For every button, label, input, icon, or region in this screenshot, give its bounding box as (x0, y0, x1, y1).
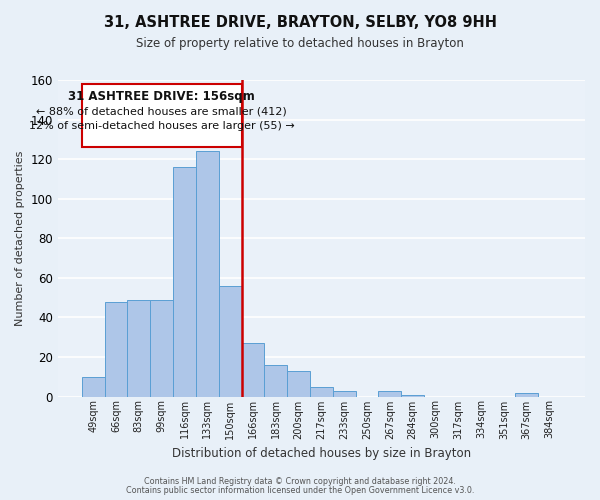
Text: 12% of semi-detached houses are larger (55) →: 12% of semi-detached houses are larger (… (29, 122, 295, 132)
X-axis label: Distribution of detached houses by size in Brayton: Distribution of detached houses by size … (172, 447, 471, 460)
Bar (287, 371, 310, 396)
Text: Contains HM Land Registry data © Crown copyright and database right 2024.: Contains HM Land Registry data © Crown c… (144, 477, 456, 486)
Bar (173, 167, 196, 396)
Bar (196, 151, 218, 396)
Bar (150, 300, 173, 396)
Bar (515, 392, 538, 396)
Bar (379, 390, 401, 396)
Bar (218, 286, 242, 397)
Bar (401, 394, 424, 396)
Bar (310, 386, 333, 396)
Bar (127, 300, 150, 396)
Bar (265, 365, 287, 396)
Bar (242, 343, 265, 396)
Text: Size of property relative to detached houses in Brayton: Size of property relative to detached ho… (136, 38, 464, 51)
Text: 31, ASHTREE DRIVE, BRAYTON, SELBY, YO8 9HH: 31, ASHTREE DRIVE, BRAYTON, SELBY, YO8 9… (104, 15, 497, 30)
Text: Contains public sector information licensed under the Open Government Licence v3: Contains public sector information licen… (126, 486, 474, 495)
Text: 31 ASHTREE DRIVE: 156sqm: 31 ASHTREE DRIVE: 156sqm (68, 90, 255, 103)
Bar (104, 302, 127, 396)
Y-axis label: Number of detached properties: Number of detached properties (15, 150, 25, 326)
Text: ← 88% of detached houses are smaller (412): ← 88% of detached houses are smaller (41… (36, 107, 287, 117)
Bar (82, 376, 104, 396)
Bar (333, 390, 356, 396)
